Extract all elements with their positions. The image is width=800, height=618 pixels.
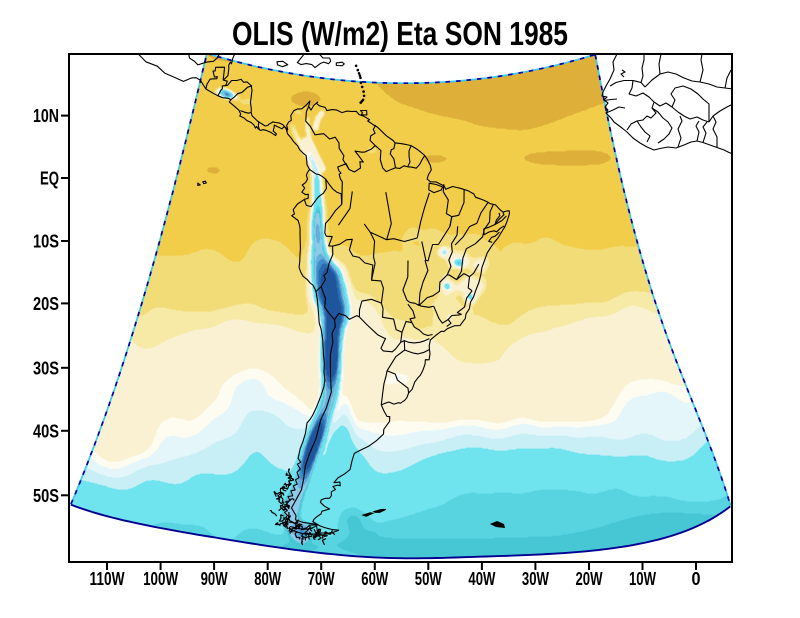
- svg-text:OLIS (W/m2) Eta SON 1985: OLIS (W/m2) Eta SON 1985: [232, 15, 568, 52]
- svg-text:10W: 10W: [629, 569, 656, 589]
- svg-text:20S: 20S: [33, 294, 59, 314]
- svg-text:40W: 40W: [468, 569, 495, 589]
- svg-text:10S: 10S: [33, 232, 59, 252]
- svg-text:100W: 100W: [143, 569, 178, 589]
- svg-text:90W: 90W: [201, 569, 228, 589]
- svg-text:30W: 30W: [522, 569, 549, 589]
- svg-text:30S: 30S: [33, 358, 59, 378]
- svg-text:0: 0: [692, 569, 701, 589]
- svg-text:50W: 50W: [415, 569, 442, 589]
- svg-text:60W: 60W: [361, 569, 388, 589]
- svg-text:EQ: EQ: [40, 169, 59, 189]
- svg-text:10N: 10N: [33, 106, 59, 126]
- svg-text:110W: 110W: [90, 569, 125, 589]
- svg-text:40S: 40S: [33, 421, 59, 441]
- svg-text:20W: 20W: [576, 569, 603, 589]
- svg-text:80W: 80W: [254, 569, 281, 589]
- svg-text:70W: 70W: [308, 569, 335, 589]
- svg-text:50S: 50S: [33, 486, 59, 506]
